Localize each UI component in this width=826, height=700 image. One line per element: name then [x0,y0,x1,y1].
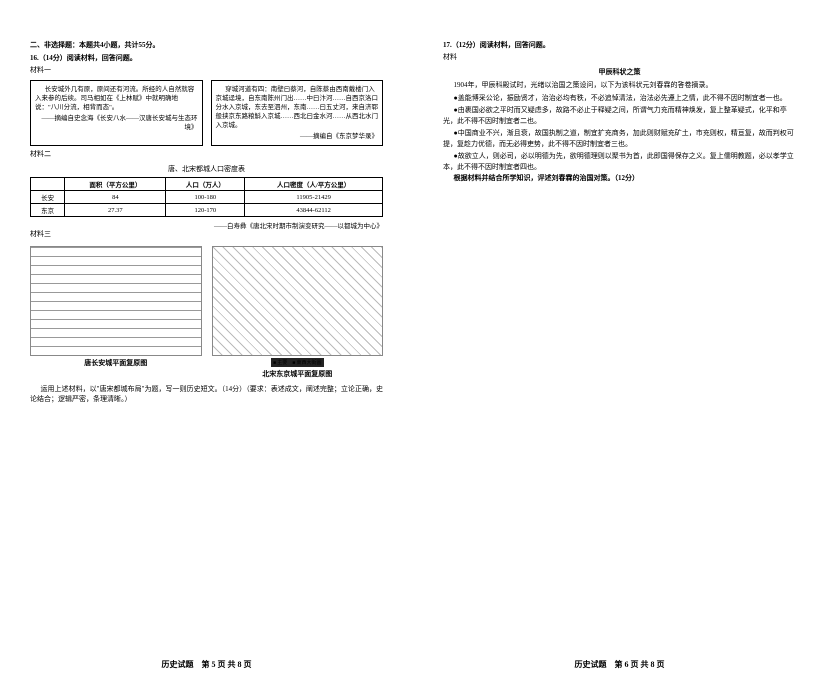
th-density: 人口密度（人/平方公里） [245,178,383,191]
quote-box-left: 长安城外几有原，原间还有河流。所经的人自然就容入来参的后续。司马相如在《上林赋》… [30,80,203,147]
page-6: 17.（12分）阅读材料，回答问题。 材料 甲辰科状之策 1904年，甲辰科殿试… [413,0,826,700]
page-5: 二、非选择题：本题共4小题，共计55分。 16.（14分）阅读材料，回答问题。 … [0,0,413,700]
box-right-text: 穿城河道有四：南壁曰蔡河，自陈蔡由西南戴楼门入京城迳境，自东南陈州门出……中曰汴… [216,85,379,130]
map-right-caption: 北宋东京城平面复原图 [212,369,384,379]
material-label: 材料 [443,53,796,63]
q16-heading: 16.（14分）阅读材料，回答问题。 [30,53,383,63]
cell: 84 [65,191,166,204]
map-left: 唐长安城平面复原图 [30,246,202,379]
bullet-4: ●故欲立人，则必司，必以明德为先，欲明德理则以聚书为首，此即国得保存之义。复上儒… [443,151,796,172]
essay-title: 甲辰科状之策 [443,67,796,77]
cell: 27.37 [65,204,166,217]
th-blank [31,178,65,191]
cell: 长安 [31,191,65,204]
table-row: 面积（平方公里） 人口（万人） 人口密度（人/平方公里） [31,178,383,191]
map-legend: ■ 主要 ■ 東西大街圖 [271,358,324,367]
th-area: 面积（平方公里） [65,178,166,191]
table-row: 长安 84 100-180 11905-21429 [31,191,383,204]
table-row: 东京 27.37 120-170 43844-62112 [31,204,383,217]
maps-row: 唐长安城平面复原图 ■ 主要 ■ 東西大街圖 北宋东京城平面复原图 [30,246,383,379]
quote-box-right: 穿城河道有四：南壁曰蔡河，自陈蔡由西南戴楼门入京城迳境，自东南陈州门出……中曰汴… [211,80,384,147]
quote-box-row: 长安城外几有原，原间还有河流。所经的人自然就容入来参的后续。司马相如在《上林赋》… [30,80,383,147]
changan-map-image [30,246,202,356]
map-left-caption: 唐长安城平面复原图 [30,358,202,368]
table-title: 唐、北宋都城人口密度表 [30,164,383,174]
map-right: ■ 主要 ■ 東西大街圖 北宋东京城平面复原图 [212,246,384,379]
bullet-1: ●盖能博采公论，振励贤才，治治必均有秩，不必追悼清法，治法必先遵上之情，此不得不… [443,93,796,104]
th-pop: 人口（万人） [166,178,245,191]
q17-heading: 17.（12分）阅读材料，回答问题。 [443,40,796,50]
q17-task: 根据材料并结合所学知识，评述刘春霖的治国对策。（12分） [443,174,796,184]
page-footer-5: 历史试题 第 5 页 共 8 页 [0,659,413,670]
table-cite: ——白寿彝《唐北宋时期市制演变研究——以都城为中心》 [30,220,383,230]
section-heading: 二、非选择题：本题共4小题，共计55分。 [30,40,383,50]
page-footer-6: 历史试题 第 6 页 共 8 页 [413,659,826,670]
cell: 11905-21429 [245,191,383,204]
cell: 100-180 [166,191,245,204]
dongjing-map-image [212,246,384,356]
bullet-3: ●中国商业不兴，渐且衰，故国执制之道，制宜扩充商务，加此则财赋充矿土，市充则权，… [443,128,796,149]
density-table: 面积（平方公里） 人口（万人） 人口密度（人/平方公里） 长安 84 100-1… [30,177,383,217]
box-right-cite: ——摘编自《东京梦华录》 [216,132,379,141]
material-1-label: 材料一 [30,66,383,76]
bullet-2: ●由裹国必欲之平时而又疑虑多，故路不必止于释疑之间，所谓气力充而精神焕发，复上整… [443,105,796,126]
cell: 120-170 [166,204,245,217]
material-2-label: 材料二 [30,150,383,160]
q16-task: 运用上述材料，以"唐宋都城布局"为题，写一则历史短文。（14分）（要求：表述成文… [30,385,383,405]
intro-text: 1904年，甲辰科殿试时，光绪以治国之策设问，以下为该科状元刘春霖的答卷摘录。 [443,81,796,91]
material-3-label: 材料三 [30,230,383,240]
box-left-text: 长安城外几有原，原间还有河流。所经的人自然就容入来参的后续。司马相如在《上林赋》… [35,85,198,112]
box-left-cite: ——摘编自史念海《长安八水——汉唐长安城与生态环境》 [35,114,198,132]
cell: 43844-62112 [245,204,383,217]
cell: 东京 [31,204,65,217]
